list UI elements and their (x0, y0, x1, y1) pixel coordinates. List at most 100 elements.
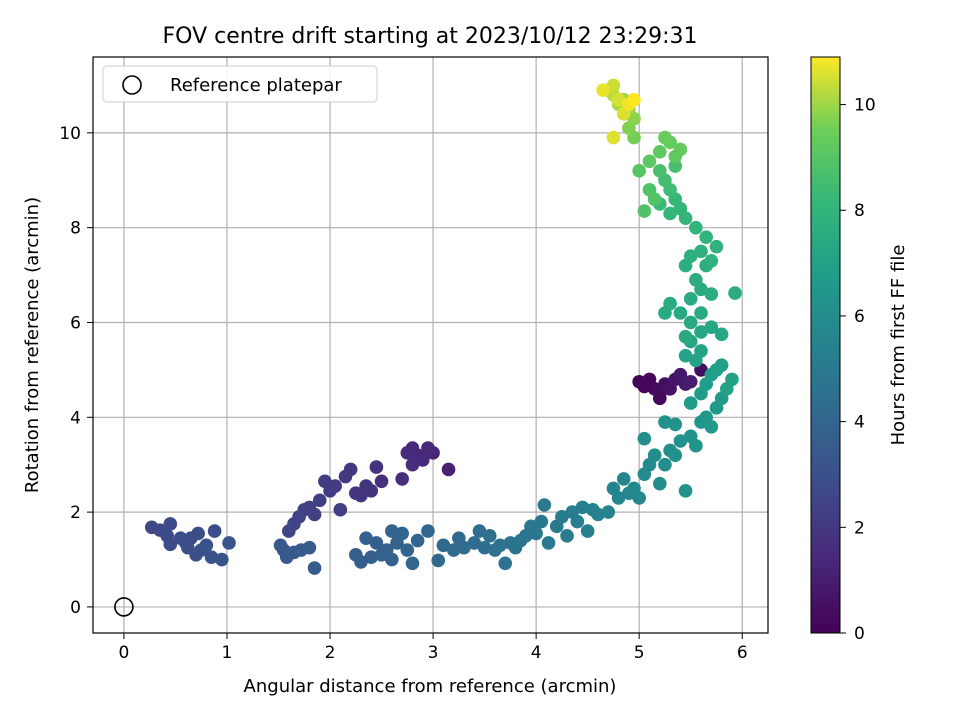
scatter-point (642, 154, 657, 169)
scatter-point (541, 536, 556, 550)
scatter-point (333, 502, 348, 517)
scatter-point (709, 239, 724, 254)
colorbar-label: Hours from first FF file (888, 245, 909, 446)
x-tick-label: 3 (428, 643, 439, 663)
scatter-point (678, 329, 693, 344)
legend: Reference platepar (102, 65, 378, 103)
grid-lines (93, 57, 768, 633)
scatter-point (555, 510, 569, 524)
x-tick-label: 4 (531, 643, 542, 663)
x-tick-label: 1 (222, 643, 233, 663)
scatter-point (663, 206, 677, 221)
scatter-point (632, 163, 646, 178)
scatter-point (652, 391, 667, 406)
scatter-point (627, 92, 641, 107)
scatter-point (704, 320, 719, 335)
scatter-point (405, 457, 420, 472)
scatter-point (385, 552, 399, 567)
scatter-point (689, 220, 703, 235)
scatter-point (637, 431, 652, 446)
scatter-point (668, 448, 683, 463)
scatter-point (683, 396, 698, 410)
scatter-point (421, 441, 435, 455)
scatter-point (694, 344, 708, 358)
y-tick-label: 4 (70, 408, 81, 428)
scatter-point (596, 83, 610, 97)
scatter-point (575, 500, 590, 515)
scatter-point (699, 230, 713, 244)
scatter-point (694, 325, 708, 339)
scatter-point (207, 524, 222, 538)
scatter-point (668, 417, 683, 432)
scatter-point (658, 306, 672, 320)
scatter-point (658, 130, 672, 145)
legend-box (102, 65, 378, 103)
scatter-point (673, 306, 688, 320)
scatter-point (302, 540, 317, 555)
scatter-point (652, 476, 667, 491)
scatter-point (611, 491, 626, 505)
scatter-point (637, 379, 652, 394)
scatter-point (359, 531, 373, 545)
reference-marker (114, 597, 134, 617)
scatter-point (668, 149, 683, 164)
scatter-point (683, 315, 698, 330)
scatter-point (369, 536, 384, 550)
scatter-point (728, 286, 742, 300)
scatter-point (348, 486, 363, 500)
scatter-point (446, 543, 461, 557)
scatter-point (591, 507, 605, 522)
scatter-point (689, 438, 703, 453)
scatter-point (616, 472, 631, 486)
x-tick-label: 2 (325, 643, 336, 663)
colorbar-ticks: 0 2 4 6 8 10 (840, 96, 876, 644)
scatter-point (647, 192, 662, 207)
x-axis-ticks: 0 1 2 3 4 5 6 (119, 633, 748, 663)
scatter-point (632, 491, 646, 505)
scatter-point (560, 529, 574, 543)
scatter-point (457, 540, 471, 555)
scatter-point (338, 469, 353, 484)
x-axis-label: Angular distance from reference (arcmin) (244, 676, 617, 697)
scatter-point (529, 526, 543, 541)
scatter-point (683, 291, 698, 306)
scatter-point (601, 505, 616, 519)
scatter-point (410, 533, 425, 548)
scatter-points (144, 78, 742, 575)
scatter-point (477, 540, 492, 555)
scatter-point (436, 538, 451, 553)
scatter-point (704, 254, 719, 268)
colorbar-tick-label: 0 (854, 624, 865, 644)
scatter-point (611, 92, 626, 107)
scatter-point (395, 526, 409, 541)
scatter-point (215, 552, 229, 567)
legend-marker (122, 75, 142, 95)
scatter-point (606, 78, 621, 93)
scatter-point (673, 434, 688, 448)
scatter-point (222, 536, 236, 550)
colorbar-tick-label: 4 (854, 413, 865, 433)
scatter-point (472, 524, 487, 538)
scatter-point (482, 529, 497, 543)
scatter-point (704, 419, 719, 434)
scatter-point (498, 556, 513, 571)
scatter-point (719, 382, 734, 396)
y-tick-label: 2 (70, 503, 81, 523)
scatter-point (694, 244, 708, 259)
y-tick-label: 0 (70, 598, 81, 618)
scatter-point (204, 550, 219, 564)
scatter-point (302, 500, 317, 515)
scatter-point (534, 514, 549, 529)
scatter-point (364, 550, 379, 564)
scatter-point (647, 448, 662, 463)
scatter-point (184, 531, 198, 545)
x-tick-label: 6 (737, 643, 748, 663)
scatter-point (323, 483, 337, 498)
scatter-point (307, 561, 322, 575)
colorbar (810, 56, 841, 634)
scatter-point (400, 446, 415, 460)
plot-frame (92, 56, 769, 634)
scatter-point (374, 474, 389, 489)
